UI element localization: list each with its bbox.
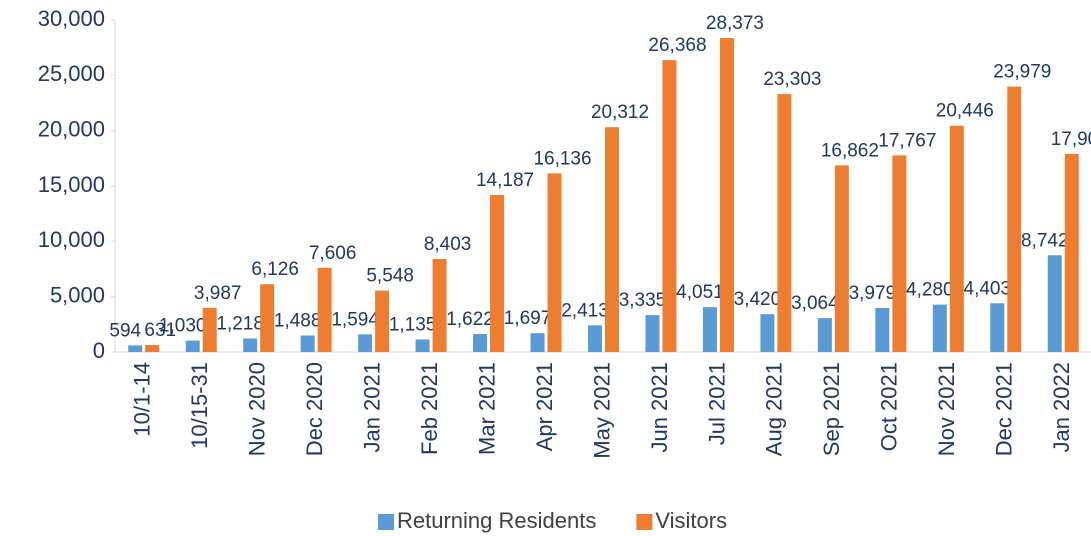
x-tick-label: Mar 2021 [474, 362, 499, 455]
x-tick-label: Nov 2020 [244, 362, 269, 456]
x-tick-label: Jan 2022 [1049, 362, 1074, 453]
bar [473, 334, 488, 352]
value-label: 3,420 [734, 289, 782, 310]
value-label: 3,987 [194, 283, 242, 304]
bar [202, 307, 217, 352]
value-label: 1,030 [159, 316, 207, 337]
value-label: 20,312 [591, 102, 649, 123]
x-tick-label: Jun 2021 [647, 362, 672, 453]
x-tick-label: Dec 2020 [302, 362, 327, 456]
value-label: 16,862 [821, 140, 879, 161]
value-label: 1,697 [504, 308, 552, 329]
legend-label: Visitors [655, 508, 727, 533]
x-tick-label: Oct 2021 [877, 362, 902, 451]
bar [260, 284, 275, 352]
bar [949, 125, 964, 353]
bar [375, 290, 390, 352]
x-tick-label: Apr 2021 [532, 362, 557, 451]
bar [1047, 255, 1062, 352]
bar [128, 345, 143, 352]
bar [145, 345, 160, 352]
bar [834, 165, 849, 352]
value-label: 4,403 [964, 278, 1012, 299]
bar [817, 318, 832, 352]
value-label: 8,403 [424, 234, 472, 255]
value-label: 5,548 [366, 266, 414, 287]
value-label: 4,280 [906, 280, 954, 301]
value-label: 3,979 [849, 283, 897, 304]
legend-swatch [636, 514, 653, 530]
x-tick-label: May 2021 [589, 362, 614, 459]
y-tick-label: 25,000 [38, 61, 105, 86]
bar [645, 315, 660, 352]
value-label: 28,373 [706, 13, 764, 34]
bar [547, 173, 562, 352]
bar [605, 127, 619, 352]
bar [662, 60, 677, 353]
y-tick-label: 0 [93, 338, 105, 363]
bar [719, 38, 734, 353]
bar [1064, 153, 1079, 352]
y-tick-label: 20,000 [38, 116, 105, 141]
bar [490, 194, 505, 352]
bar [530, 333, 545, 352]
bar [1007, 86, 1022, 353]
value-label: 3,335 [619, 290, 667, 311]
value-label: 1,488 [274, 311, 322, 332]
bar [932, 304, 947, 352]
value-label: 7,606 [309, 243, 357, 264]
value-label: 1,622 [446, 309, 494, 330]
bar [760, 314, 775, 352]
value-label: 8,742 [1021, 230, 1069, 251]
x-tick-label: 10/1-14 [130, 362, 155, 437]
y-tick-label: 10,000 [38, 227, 105, 252]
bar [415, 339, 430, 352]
x-tick-label: Dec 2021 [992, 362, 1017, 456]
x-tick-label: Jul 2021 [704, 362, 729, 445]
bar [892, 155, 907, 352]
value-label: 1,135 [389, 314, 437, 335]
bar [702, 307, 717, 352]
value-label: 17,767 [878, 130, 936, 151]
x-tick-label: Sep 2021 [819, 362, 844, 456]
value-label: 16,136 [533, 148, 591, 169]
x-tick-label: Feb 2021 [417, 362, 442, 455]
value-label: 1,218 [216, 314, 264, 335]
x-tick-label: Nov 2021 [934, 362, 959, 456]
bar [777, 94, 792, 352]
legend-label: Returning Residents [397, 508, 596, 533]
bar [358, 334, 373, 352]
value-label: 3,064 [791, 293, 839, 314]
y-tick-label: 5,000 [50, 282, 105, 307]
y-tick-label: 15,000 [38, 172, 105, 197]
value-label: 17,905 [1051, 129, 1091, 150]
bar [300, 335, 315, 352]
bar [875, 307, 890, 352]
value-label: 23,979 [993, 62, 1051, 83]
value-label: 6,126 [251, 259, 299, 280]
bar [243, 338, 258, 352]
bar [990, 303, 1005, 352]
legend-swatch [378, 514, 394, 530]
value-label: 4,051 [676, 282, 724, 303]
value-label: 20,446 [936, 101, 994, 122]
value-label: 594 [109, 320, 141, 341]
x-tick-label: Jan 2021 [359, 362, 384, 453]
x-tick-label: 10/15-31 [187, 362, 212, 449]
bar [185, 340, 200, 352]
bar [317, 267, 332, 352]
value-label: 1,594 [331, 309, 379, 330]
y-tick-label: 30,000 [38, 6, 105, 31]
bar [432, 259, 447, 352]
value-label: 23,303 [763, 69, 821, 90]
value-label: 2,413 [561, 300, 609, 321]
x-tick-label: Aug 2021 [762, 362, 787, 456]
value-label: 26,368 [648, 35, 706, 56]
value-label: 14,187 [476, 170, 534, 191]
bar [588, 325, 602, 352]
value-label: 631 [144, 320, 176, 341]
